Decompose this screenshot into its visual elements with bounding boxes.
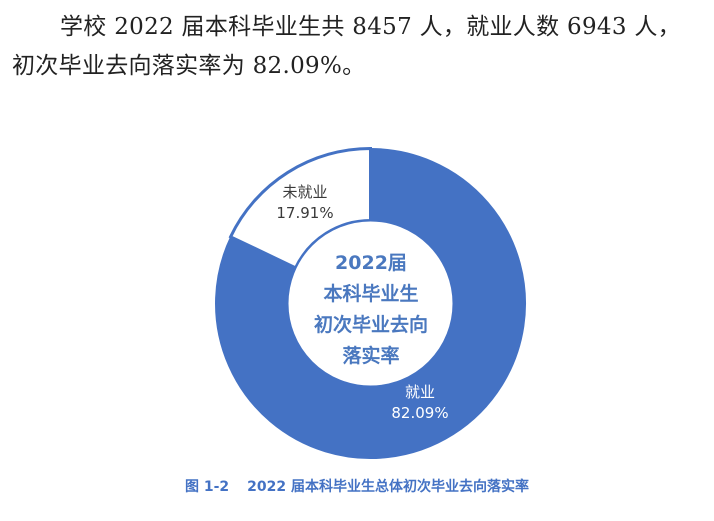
label-unemployed-name: 未就业 xyxy=(282,183,328,201)
center-line-1: 2022届 xyxy=(335,252,407,274)
figure-number: 图 1-2 xyxy=(184,479,230,495)
donut-hole xyxy=(286,219,455,388)
summary-paragraph: 学校 2022 届本科毕业生共 8457 人，就业人数 6943 人，初次毕业去… xyxy=(12,14,681,79)
data-label-unemployed: 未就业 17.91% xyxy=(265,182,345,224)
center-line-2: 本科毕业生 xyxy=(323,283,419,305)
label-employed-value: 82.09% xyxy=(391,404,449,422)
donut-center-title: 2022届 本科毕业生 初次毕业去向 落实率 xyxy=(300,248,442,372)
center-line-3: 初次毕业去向 xyxy=(313,314,428,336)
data-label-employed: 就业 82.09% xyxy=(380,382,460,424)
label-employed-name: 就业 xyxy=(404,383,435,401)
figure-caption: 图 1-2 2022 届本科毕业生总体初次毕业去向落实率 xyxy=(0,476,714,496)
figure-caption-text: 2022 届本科毕业生总体初次毕业去向落实率 xyxy=(247,479,529,495)
center-line-4: 落实率 xyxy=(342,345,400,367)
label-unemployed-value: 17.91% xyxy=(276,204,334,222)
